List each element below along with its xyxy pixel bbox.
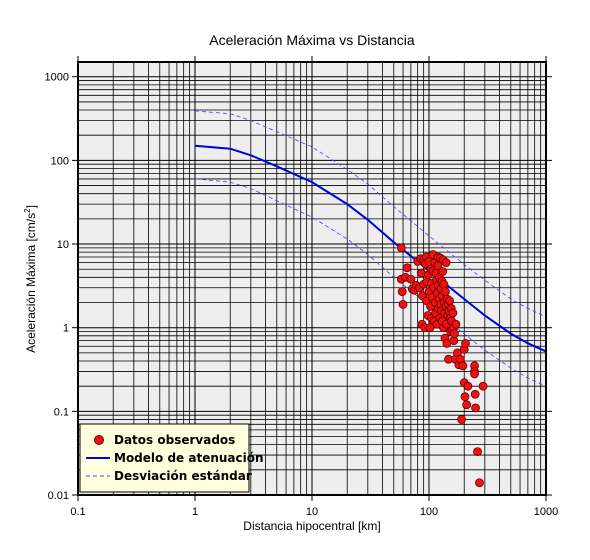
y-tick-label: 10 [57,239,69,251]
legend-label-model: Modelo de atenuación [114,451,264,465]
x-tick-label: 10 [306,506,318,518]
data-point [478,381,488,391]
data-point [450,329,459,338]
data-point [458,361,468,371]
data-point [445,296,455,306]
data-point [441,258,451,267]
data-point [398,299,408,309]
series-lines [194,110,547,387]
legend: Datos observados Modelo de atenuación De… [79,423,264,493]
y-tick-label: 0.1 [54,406,69,418]
data-point [470,369,479,379]
x-tick-label: 1000 [534,506,558,518]
data-point [462,400,472,410]
y-axis-label: Aceleración Máxima [cm/s2] [23,205,38,353]
data-point [461,338,470,348]
legend-label-stddev: Desviación estándar [114,469,252,483]
data-point [438,267,448,276]
data-point [397,287,407,297]
data-point [463,381,473,391]
data-point [451,319,461,329]
data-point [470,389,480,399]
grid [77,62,546,496]
data-point [473,447,482,457]
y-tick-label: 0.01 [48,490,69,502]
data-point [425,323,435,333]
scatter-points [396,243,488,488]
x-axis-label: Distancia hipocentral [km] [243,519,380,533]
y-axis-label-sup: 2 [23,208,32,213]
axis-ticks [72,56,552,501]
chart-title: Aceleración Máxima vs Distancia [209,32,415,48]
y-tick-label: 1000 [45,72,69,84]
y-tick-label: 100 [51,155,69,167]
data-point [448,308,458,318]
data-point [402,263,412,273]
legend-label-observed: Datos observados [114,433,235,447]
data-point [471,403,480,413]
y-axis-label-main: Aceleración Máxima [cm/s [24,213,38,353]
y-tick-label: 1 [63,323,69,335]
x-tick-label: 0.1 [70,506,85,518]
data-point [416,268,426,278]
y-axis-label-end: ] [24,205,38,208]
attenuation-model-line [194,144,547,353]
data-point [433,261,443,271]
data-point [406,274,416,284]
data-point [440,287,450,297]
data-point [439,279,449,289]
legend-marker-observed [94,435,104,445]
data-point [475,478,484,488]
x-tick-label: 100 [420,506,438,518]
data-point [396,243,406,253]
x-tick-label: 1 [192,506,198,518]
data-point [460,392,470,402]
data-point [457,415,467,424]
